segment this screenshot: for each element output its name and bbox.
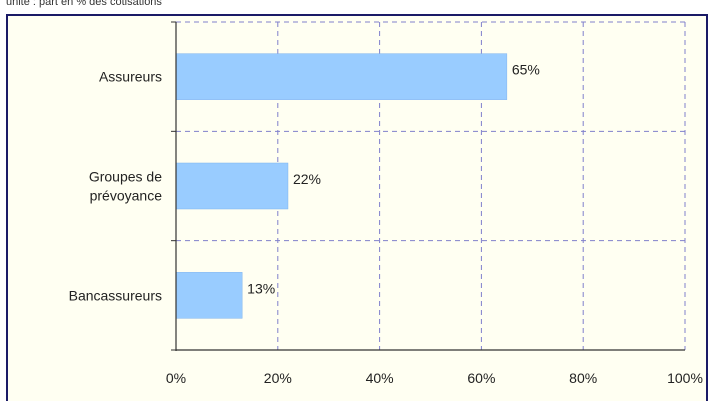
data-label: 65% (512, 62, 540, 78)
x-tick-label: 100% (667, 370, 703, 386)
category-label: Groupes de (89, 169, 162, 185)
bar (175, 272, 243, 319)
chart-caption: unité : part en % des cotisations (6, 0, 162, 8)
category-label: Assureurs (99, 69, 162, 85)
axes (171, 21, 685, 351)
labels: 65% Assureurs 22% Groupes de prévoyance 13% Ba… (69, 62, 703, 386)
x-tick-label: 60% (467, 370, 495, 386)
data-label: 13% (247, 280, 275, 296)
category-label: prévoyance (90, 188, 163, 204)
bar (175, 162, 289, 210)
bar (175, 53, 508, 100)
x-tick-label: 0% (166, 370, 186, 386)
data-label: 22% (293, 171, 321, 187)
x-tick-label: 80% (569, 370, 597, 386)
bars (175, 53, 508, 319)
category-label: Bancassureurs (69, 287, 162, 303)
x-tick-label: 20% (264, 370, 292, 386)
x-tick-label: 40% (366, 370, 394, 386)
